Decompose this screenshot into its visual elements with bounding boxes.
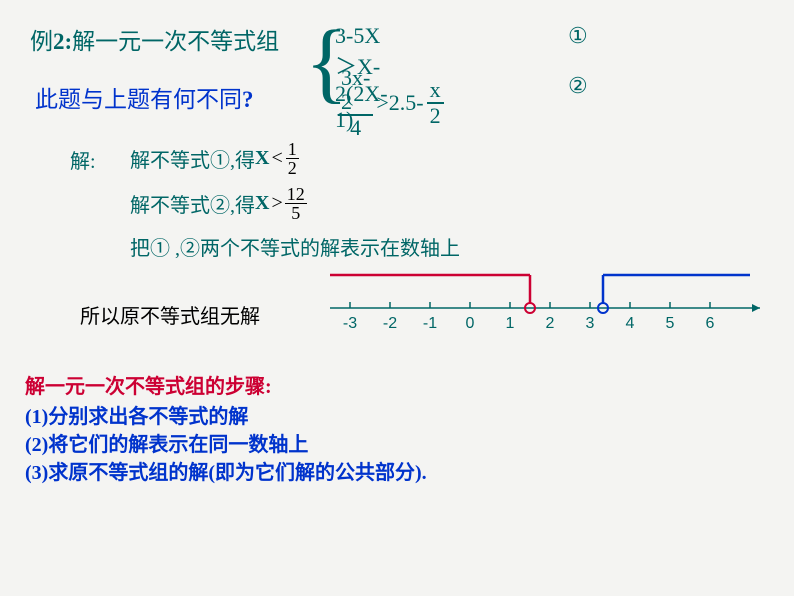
svg-text:1: 1 bbox=[506, 315, 515, 332]
svg-text:0: 0 bbox=[466, 315, 475, 332]
solution-step-1: 解不等式①,得 X< 1 2 bbox=[130, 140, 302, 177]
svg-text:-3: -3 bbox=[343, 315, 357, 332]
step-2: (2)将它们的解表示在同一数轴上 bbox=[25, 428, 308, 457]
svg-text:2: 2 bbox=[546, 315, 555, 332]
solution-label: 解: bbox=[70, 145, 96, 174]
svg-text:3: 3 bbox=[586, 315, 595, 332]
svg-text:-2: -2 bbox=[383, 315, 397, 332]
step-3: (3)求原不等式组的解(即为它们解的公共部分). bbox=[25, 456, 427, 485]
step-1: (1)分别求出各不等式的解 bbox=[25, 400, 248, 429]
eq1-marker: ① bbox=[568, 23, 588, 49]
svg-text:4: 4 bbox=[626, 315, 635, 332]
svg-text:6: 6 bbox=[706, 315, 715, 332]
solution-step-3: 把① ,②两个不等式的解表示在数轴上 bbox=[130, 232, 460, 261]
eq2-marker: ② bbox=[568, 73, 588, 99]
question-text: 此题与上题有何不同? bbox=[35, 80, 254, 114]
svg-text:5: 5 bbox=[666, 315, 675, 332]
example-title: 例2:解一元一次不等式组 bbox=[30, 22, 279, 56]
svg-text:-1: -1 bbox=[423, 315, 437, 332]
equation-2: 3x-2 4 >2.5- x 2 bbox=[335, 66, 447, 141]
number-line-diagram: -3 -2 -1 0 1 2 3 4 5 6 bbox=[330, 270, 780, 350]
solution-step-2: 解不等式②,得 X> 12 5 bbox=[130, 185, 309, 222]
steps-title: 解一元一次不等式组的步骤: bbox=[25, 370, 272, 399]
conclusion-text: 所以原不等式组无解 bbox=[80, 300, 260, 329]
